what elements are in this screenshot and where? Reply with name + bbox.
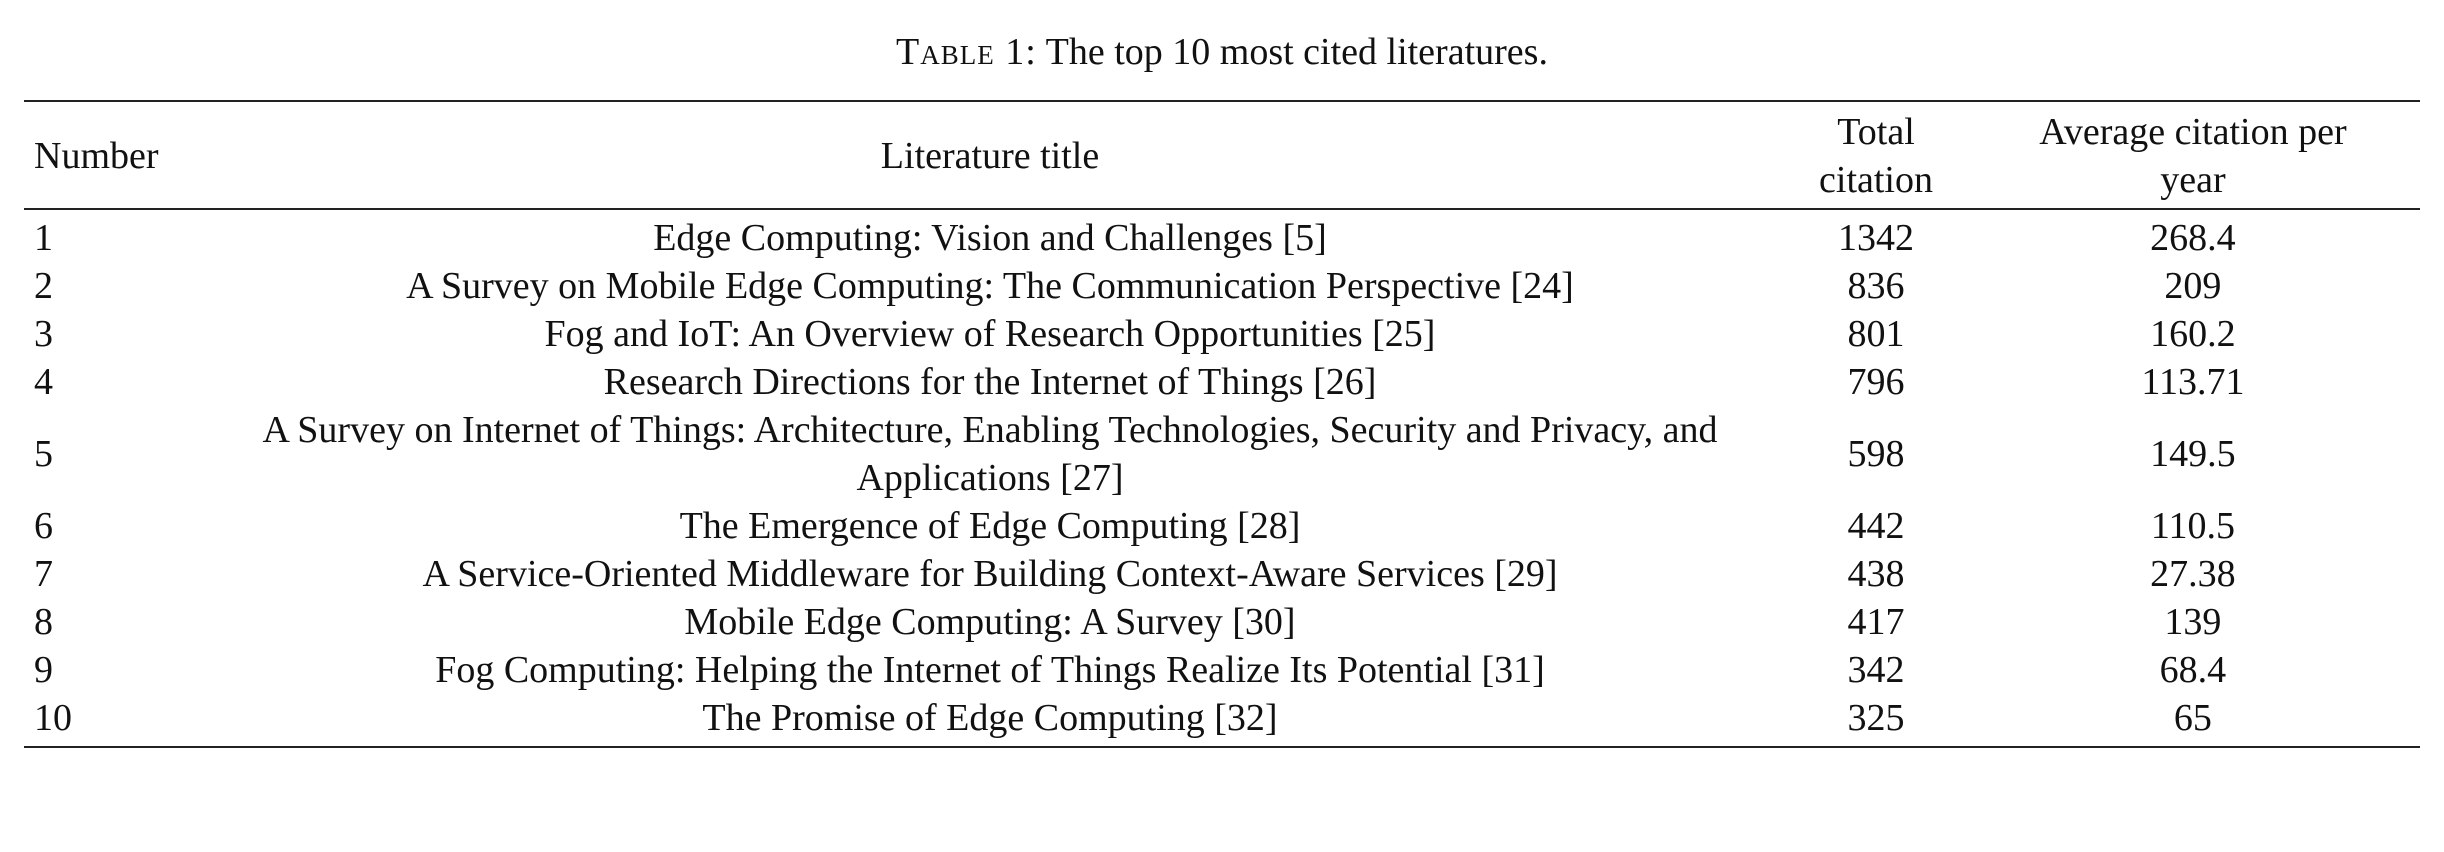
row-total-citation: 442 [1847, 505, 1905, 547]
row-title: A Survey on Internet of Things: Architec… [194, 406, 1786, 502]
header-total-citation: Total citation [1786, 101, 1966, 209]
table-body: 1 Edge Computing: Vision and Challenges … [24, 209, 2420, 747]
table-row: 8 Mobile Edge Computing: A Survey [30] 4… [24, 598, 2420, 646]
table-row: 5 A Survey on Internet of Things: Archit… [24, 406, 2420, 502]
row-title: A Service-Oriented Middleware for Buildi… [422, 553, 1558, 595]
row-title-line1: A Survey on Internet of Things: Architec… [262, 409, 1654, 451]
row-total-citation: 325 [1847, 697, 1905, 739]
header-avg-line2: year [2160, 159, 2226, 201]
row-title: The Emergence of Edge Computing [28] [679, 505, 1301, 547]
row-title: Fog Computing: Helping the Internet of T… [435, 649, 1545, 691]
row-total-citation: 438 [1847, 553, 1905, 595]
table-row: 2 A Survey on Mobile Edge Computing: The… [24, 262, 2420, 310]
row-title: The Promise of Edge Computing [32] [702, 697, 1278, 739]
table-row: 1 Edge Computing: Vision and Challenges … [24, 209, 2420, 262]
row-average-citation: 268.4 [2150, 217, 2236, 259]
header-number: Number [34, 135, 159, 177]
row-average-citation: 110.5 [2150, 505, 2235, 547]
row-number: 2 [34, 265, 53, 307]
header-total-line2: citation [1819, 159, 1933, 201]
row-number: 10 [34, 697, 72, 739]
row-number: 5 [34, 433, 53, 475]
row-total-citation: 1342 [1838, 217, 1915, 259]
row-number: 9 [34, 649, 53, 691]
row-number: 1 [34, 217, 53, 259]
row-average-citation: 68.4 [2159, 649, 2227, 691]
caption-label: Table 1: [896, 31, 1037, 73]
table-row: 10 The Promise of Edge Computing [32] 32… [24, 694, 2420, 747]
header-title: Literature title [880, 135, 1100, 177]
row-average-citation: 113.71 [2141, 361, 2245, 403]
row-average-citation: 209 [2164, 265, 2222, 307]
header-avg-line1: Average citation per [2039, 111, 2347, 153]
row-average-citation: 27.38 [2150, 553, 2236, 595]
row-title: Edge Computing: Vision and Challenges [5… [653, 217, 1327, 259]
row-title: Mobile Edge Computing: A Survey [30] [684, 601, 1296, 643]
row-total-citation: 598 [1847, 433, 1905, 475]
row-number: 3 [34, 313, 53, 355]
row-total-citation: 836 [1847, 265, 1905, 307]
row-number: 4 [34, 361, 53, 403]
header-average-citation: Average citation per year [1966, 101, 2420, 209]
row-average-citation: 160.2 [2150, 313, 2236, 355]
header-total-line1: Total [1837, 111, 1915, 153]
row-total-citation: 801 [1847, 313, 1905, 355]
table-row: 3 Fog and IoT: An Overview of Research O… [24, 310, 2420, 358]
row-title: Fog and IoT: An Overview of Research Opp… [544, 313, 1436, 355]
row-title: A Survey on Mobile Edge Computing: The C… [406, 265, 1574, 307]
row-number: 7 [34, 553, 53, 595]
table-row: 4 Research Directions for the Internet o… [24, 358, 2420, 406]
table-row: 9 Fog Computing: Helping the Internet of… [24, 646, 2420, 694]
citations-table: Number Literature title Total citation A… [24, 100, 2420, 748]
row-total-citation: 417 [1847, 601, 1905, 643]
row-average-citation: 139 [2164, 601, 2222, 643]
row-total-citation: 796 [1847, 361, 1905, 403]
row-number: 6 [34, 505, 53, 547]
row-total-citation: 342 [1847, 649, 1905, 691]
table-header: Number Literature title Total citation A… [24, 101, 2420, 209]
row-title-line2: and Applications [27] [856, 409, 1718, 499]
caption-text: The top 10 most cited literatures. [1036, 31, 1548, 73]
table-caption: Table 1: The top 10 most cited literatur… [0, 28, 2444, 76]
table-row: 6 The Emergence of Edge Computing [28] 4… [24, 502, 2420, 550]
row-average-citation: 65 [2173, 697, 2212, 739]
row-title: Research Directions for the Internet of … [603, 361, 1377, 403]
table-row: 7 A Service-Oriented Middleware for Buil… [24, 550, 2420, 598]
row-average-citation: 149.5 [2150, 433, 2236, 475]
header-row: Number Literature title Total citation A… [24, 101, 2420, 209]
row-number: 8 [34, 601, 53, 643]
